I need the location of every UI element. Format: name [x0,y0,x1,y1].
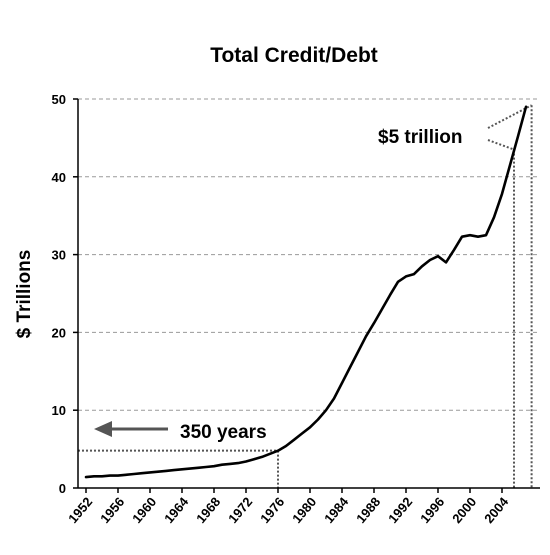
y-tick-label: 0 [59,481,66,496]
data-point [141,472,143,475]
data-point [125,473,127,476]
data-point [277,449,279,452]
data-point [197,466,199,469]
chart-title: Total Credit/Debt [210,44,378,67]
data-point [517,135,519,138]
data-point [101,475,103,478]
data-point [333,397,335,400]
data-point [253,458,255,461]
data-point [405,275,407,278]
y-ticks: 0 10 20 30 40 50 [52,92,78,496]
data-point [213,465,215,468]
data-point [469,234,471,237]
annotation-350-years: 350 years [180,422,267,443]
data-point [317,418,319,421]
data-point [461,235,463,238]
data-point [85,476,87,479]
data-point [373,322,375,324]
y-tick-label: 30 [52,248,66,263]
data-point [205,466,207,468]
data-point [149,471,151,474]
total-credit-debt-line [84,105,528,479]
data-point [173,469,175,472]
data-point [189,467,191,470]
data-point [237,462,239,465]
data-point [485,234,487,237]
data-point [389,294,391,296]
data-point [445,261,447,264]
data-point [293,438,295,441]
data-point [109,474,111,477]
data-point [157,470,159,473]
annotation-5-trillion: $5 trillion [378,127,462,148]
y-tick-label: 40 [52,170,66,185]
y-tick-label: 20 [52,325,66,340]
data-points [85,105,527,479]
data-point [325,409,327,412]
data-point [181,468,183,471]
data-point [437,255,439,258]
data-point [413,273,415,275]
data-point [493,216,495,219]
data-point [525,105,527,108]
data-point [341,382,343,384]
data-point [165,469,167,472]
data-point [509,164,511,167]
data-point [429,259,431,261]
data-point [365,335,367,338]
y-tick-label: 50 [52,92,66,107]
y-tick-label: 10 [52,403,66,418]
data-point [117,474,119,477]
data-point [229,462,231,465]
data-point [397,280,399,283]
data-point [133,473,135,475]
bracket-5-trillion-lower [487,139,515,151]
data-point [93,475,95,478]
arrow-head-icon [94,421,112,437]
gridlines [78,98,540,411]
data-point [221,463,223,466]
data-point [245,460,247,463]
data-point [453,249,455,251]
data-point [477,235,479,238]
data-point [349,366,351,369]
y-axis-label: $ Trillions [14,250,35,339]
data-point [381,308,383,310]
data-point [501,193,503,195]
data-point [301,432,303,435]
data-point [357,350,359,353]
data-point [309,426,311,429]
data-point [261,455,263,458]
data-point [285,445,287,447]
data-point [421,265,423,268]
data-point [269,452,271,455]
left-arrow-annotation [94,421,168,437]
